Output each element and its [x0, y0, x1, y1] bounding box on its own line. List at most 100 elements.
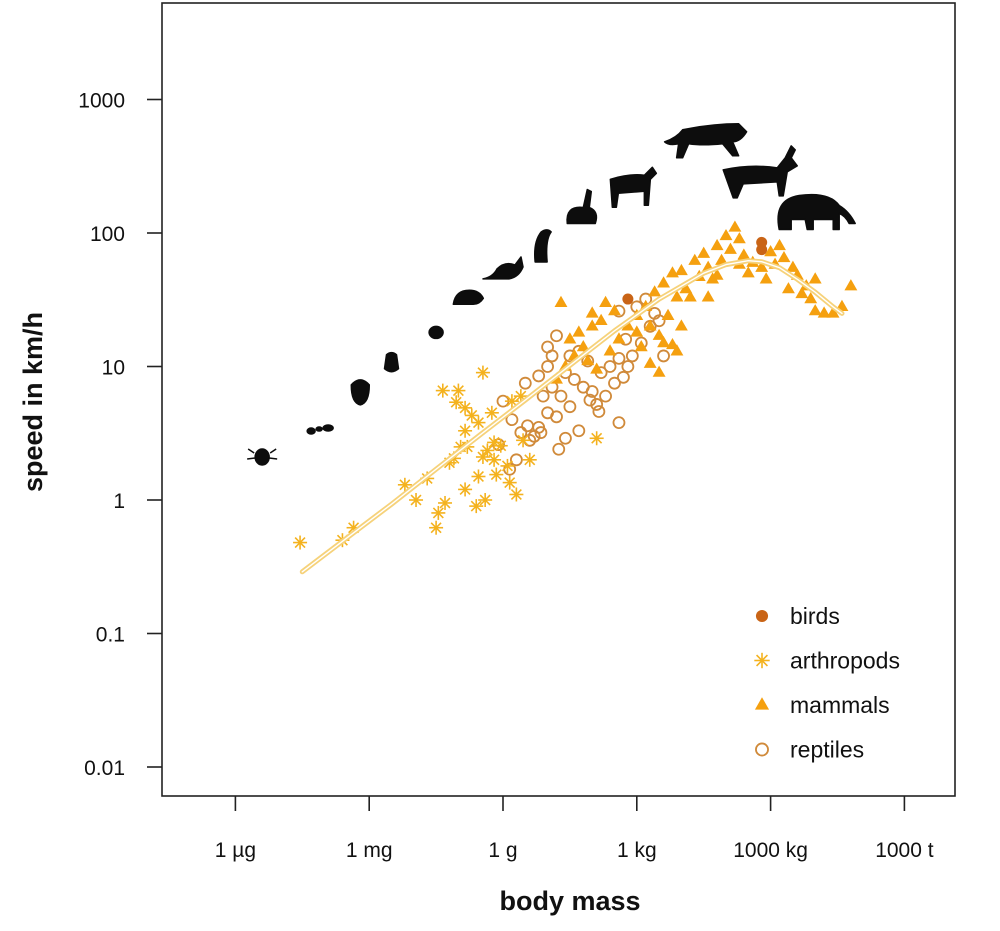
arthropods-point	[504, 394, 519, 409]
asterisk-stroke	[477, 451, 489, 463]
asterisk-stroke	[430, 522, 442, 534]
mammals-point	[844, 279, 858, 291]
asterisk-stroke	[452, 385, 464, 397]
mammals-point	[670, 290, 684, 302]
reptiles-point	[536, 389, 550, 403]
legend-label-reptiles: reptiles	[790, 737, 864, 763]
mammals-point	[563, 332, 577, 344]
asterisk-stroke	[479, 494, 491, 506]
asterisk-stroke	[439, 497, 451, 509]
reptiles-point	[509, 453, 523, 467]
mammals-point	[719, 228, 733, 241]
asterisk-stroke	[410, 494, 422, 506]
arthropods-point	[449, 395, 464, 410]
reptiles-point	[583, 393, 597, 407]
mouse-silhouette-icon	[452, 289, 485, 306]
data-series	[293, 220, 858, 550]
mammals-point	[661, 308, 675, 320]
asterisk-stroke	[755, 654, 769, 667]
reptiles-point	[612, 351, 626, 365]
y-tick-label: 0.01	[84, 757, 125, 780]
asterisk-stroke	[472, 417, 484, 429]
x-tick-label: 1 g	[488, 839, 517, 862]
mammals-point	[710, 238, 724, 251]
mammals-point	[710, 268, 724, 280]
mammals-point	[594, 313, 608, 325]
reptiles-point	[534, 426, 548, 439]
mammals-point	[777, 250, 791, 263]
fit-curve-outer	[299, 258, 845, 575]
arthropods-point	[522, 452, 537, 467]
mammals-point	[724, 242, 737, 254]
x-axis: 1 µg 1 mg 1 g 1 kg 1000 kg 1000 t	[215, 796, 934, 862]
y-axis-title: speed in km/h	[18, 312, 48, 492]
ant-silhouette-icon	[306, 424, 334, 435]
mammals-point	[795, 286, 809, 299]
mammals-point	[804, 292, 818, 304]
mammals-point	[630, 325, 644, 337]
reptiles-point	[505, 413, 519, 427]
series-reptiles	[492, 292, 670, 476]
legend: birds arthropods mammals reptiles	[754, 603, 900, 763]
reptiles-point	[617, 370, 630, 384]
reptiles-point	[567, 373, 581, 386]
jerboa-silhouette-icon	[482, 256, 524, 280]
x-tick-label: 1 µg	[215, 839, 256, 862]
asterisk-stroke	[459, 425, 471, 437]
mammals-point	[585, 319, 599, 331]
mammals-point	[576, 339, 590, 352]
asterisk-stroke	[459, 402, 471, 414]
plot-frame	[161, 2, 956, 797]
asterisk-stroke	[348, 522, 360, 534]
arthropods-point	[493, 438, 508, 453]
asterisk-stroke	[510, 488, 522, 500]
arthropods-point	[471, 415, 486, 430]
mammals-point	[581, 353, 595, 366]
mammals-point	[643, 319, 657, 331]
asterisk-stroke	[591, 432, 603, 444]
asterisk-stroke	[470, 500, 482, 512]
reptiles-point	[521, 419, 534, 433]
mammals-point	[732, 232, 746, 244]
reptiles-point	[590, 398, 604, 411]
reptiles-point	[527, 429, 541, 443]
arthropods-point	[480, 443, 495, 458]
mammals-point	[755, 260, 769, 272]
mammals-point	[764, 245, 778, 257]
mammals-point	[759, 272, 773, 284]
reptiles-point	[550, 329, 563, 343]
asterisk-stroke	[504, 477, 516, 489]
cockroach-silhouette-icon	[383, 351, 400, 373]
mammals-point	[679, 282, 693, 294]
arthropods-point	[509, 487, 524, 502]
mammals-point	[826, 306, 840, 318]
x-axis-title: body mass	[499, 886, 640, 916]
asterisk-stroke	[466, 409, 478, 421]
mammals-point	[657, 335, 670, 348]
arthropods-point	[475, 365, 490, 380]
mammals-point	[697, 246, 711, 258]
reptiles-point	[532, 369, 546, 383]
arthropods-point	[293, 535, 308, 550]
reptiles-point	[652, 314, 666, 328]
mammals-point	[701, 290, 715, 302]
elephant-silhouette-icon	[777, 193, 856, 231]
arthropods-point	[438, 495, 453, 510]
series-birds	[622, 236, 768, 305]
reptiles-point	[554, 389, 568, 403]
arthropods-point	[469, 499, 484, 514]
mammals-point	[608, 304, 621, 316]
asterisk-stroke	[488, 454, 500, 466]
asterisk-stroke	[486, 407, 498, 419]
arthropods-point	[458, 482, 473, 497]
asterisk-stroke	[506, 395, 518, 407]
hare-silhouette-icon	[566, 188, 598, 225]
spider-silhouette-icon	[428, 325, 444, 340]
arthropods-point	[484, 405, 499, 420]
mammals-point	[683, 290, 697, 302]
reptiles-point	[625, 349, 639, 363]
goat-silhouette-icon	[609, 166, 658, 209]
mammals-point	[612, 332, 626, 344]
arthropods-point	[502, 475, 517, 490]
